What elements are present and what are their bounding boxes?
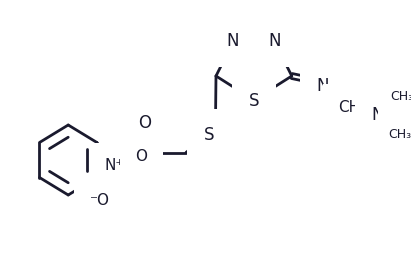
Text: ⁻O: ⁻O xyxy=(90,193,110,208)
Text: CH₃: CH₃ xyxy=(388,128,411,141)
Text: CH: CH xyxy=(339,100,360,114)
Text: N: N xyxy=(317,77,329,95)
Text: CH₃: CH₃ xyxy=(390,90,411,103)
Text: O: O xyxy=(138,113,151,132)
Text: NH: NH xyxy=(118,163,143,182)
Text: S: S xyxy=(249,92,259,110)
Text: S: S xyxy=(203,125,214,144)
Text: N⁺: N⁺ xyxy=(104,158,124,173)
Text: N: N xyxy=(268,32,281,50)
Text: N: N xyxy=(227,32,239,50)
Text: O: O xyxy=(136,149,148,164)
Text: N: N xyxy=(372,106,384,124)
